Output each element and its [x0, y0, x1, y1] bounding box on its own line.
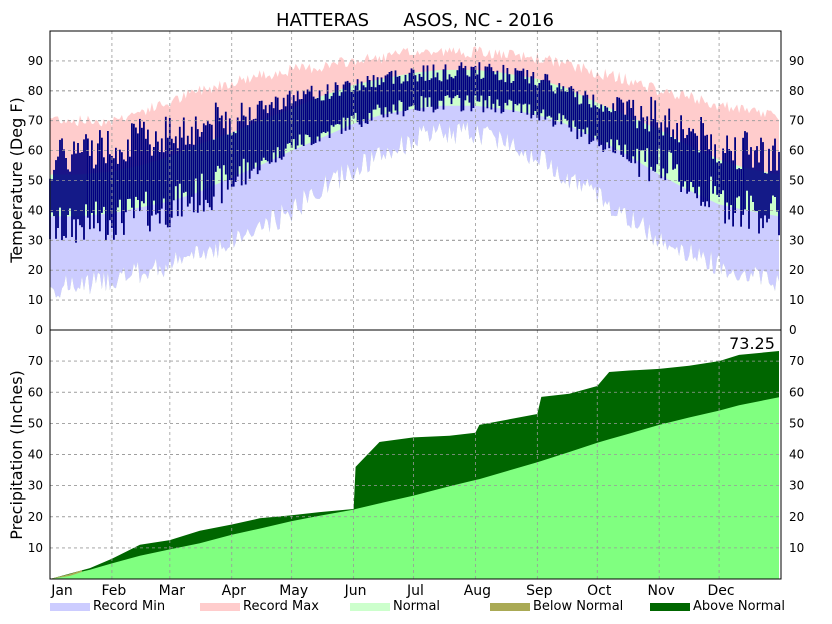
legend-swatch — [350, 603, 390, 611]
legend-swatch — [490, 603, 530, 611]
legend-label: Normal — [393, 599, 440, 614]
month-label: Dec — [708, 583, 735, 599]
temperature-tick-label: 0 — [35, 323, 43, 337]
precipitation-areas — [50, 351, 779, 579]
temperature-tick-label: 60 — [28, 144, 43, 158]
record-min-area — [50, 105, 779, 298]
month-label: Aug — [464, 583, 491, 599]
legend: Record Min Record Max Normal Below Normal Ab… — [50, 599, 785, 614]
legend-label: Below Normal — [533, 599, 623, 614]
legend-label: Record Min — [93, 599, 165, 614]
chart-title: HATTERAS ASOS, NC - 2016 — [276, 10, 554, 31]
precipitation-yticks-left: 10 20 30 40 50 60 70 — [28, 354, 43, 555]
precipitation-tick-label: 60 — [28, 385, 43, 399]
temperature-tick-label-right: 40 — [789, 203, 804, 217]
temperature-tick-label: 50 — [28, 174, 43, 188]
month-labels: Jan Feb Mar Apr May Jun Jul Aug Sep Oct Nov Dec — [50, 583, 734, 599]
precipitation-tick-label: 70 — [28, 354, 43, 368]
month-label: Jul — [406, 583, 424, 599]
temperature-tick-label-right: 60 — [789, 144, 804, 158]
month-label: Jun — [344, 583, 367, 599]
temperature-tick-label-right: 0 — [789, 323, 797, 337]
month-label: Feb — [102, 583, 127, 599]
precipitation-tick-label-right: 20 — [789, 510, 804, 524]
temperature-tick-label-right: 30 — [789, 233, 804, 247]
month-label: Nov — [648, 583, 675, 599]
precipitation-tick-label-right: 60 — [789, 385, 804, 399]
month-label: Apr — [222, 583, 246, 599]
temperature-tick-label: 90 — [28, 54, 43, 68]
temperature-tick-label-right: 20 — [789, 263, 804, 277]
temperature-yticks-right: 0 10 20 30 40 50 60 70 80 90 — [789, 54, 804, 337]
month-label: Mar — [159, 583, 186, 599]
legend-swatch — [650, 603, 690, 611]
temperature-areas — [49, 46, 780, 298]
temperature-tick-label-right: 70 — [789, 114, 804, 128]
precipitation-panel: 10 20 30 40 50 60 70 10 20 30 40 50 60 70 Precipitat… — [7, 334, 804, 579]
legend-label: Above Normal — [693, 599, 785, 614]
precipitation-frame — [49, 329, 782, 580]
temperature-tick-label: 80 — [28, 84, 43, 98]
precipitation-tick-label-right: 40 — [789, 448, 804, 462]
legend-label: Record Max — [243, 599, 319, 614]
month-gridlines — [49, 31, 781, 579]
normal-precip-area — [50, 397, 779, 579]
month-label: Jan — [50, 583, 73, 599]
precipitation-tick-label: 20 — [28, 510, 43, 524]
legend-swatch — [50, 603, 90, 611]
precipitation-tick-label: 50 — [28, 416, 43, 430]
temperature-tick-label-right: 90 — [789, 54, 804, 68]
month-label: Oct — [587, 583, 612, 599]
month-label: May — [279, 583, 308, 599]
temperature-tick-label: 20 — [28, 263, 43, 277]
temperature-tick-label: 30 — [28, 233, 43, 247]
legend-swatch — [200, 603, 240, 611]
precipitation-tick-label: 40 — [28, 448, 43, 462]
temperature-tick-label-right: 50 — [789, 174, 804, 188]
temperature-yticks-left: 0 10 20 30 40 50 60 70 80 90 — [28, 54, 43, 337]
precipitation-total-annotation: 73.25 — [729, 334, 775, 353]
temperature-tick-label-right: 10 — [789, 293, 804, 307]
precipitation-axis-label: Precipitation (Inches) — [7, 370, 26, 540]
panel-frames — [49, 30, 782, 580]
precipitation-tick-label-right: 50 — [789, 416, 804, 430]
precipitation-yticks-right: 10 20 30 40 50 60 70 — [789, 354, 804, 555]
temperature-tick-label: 40 — [28, 203, 43, 217]
precipitation-tick-label-right: 30 — [789, 479, 804, 493]
precipitation-tick-label: 10 — [28, 541, 43, 555]
temperature-tick-label: 70 — [28, 114, 43, 128]
precipitation-tick-label-right: 10 — [789, 541, 804, 555]
month-label: Sep — [526, 583, 553, 599]
precipitation-tick-label: 30 — [28, 479, 43, 493]
temperature-tick-label-right: 80 — [789, 84, 804, 98]
precipitation-tick-label-right: 70 — [789, 354, 804, 368]
temperature-axis-label: Temperature (Deg F) — [7, 97, 26, 264]
temperature-tick-label: 10 — [28, 293, 43, 307]
